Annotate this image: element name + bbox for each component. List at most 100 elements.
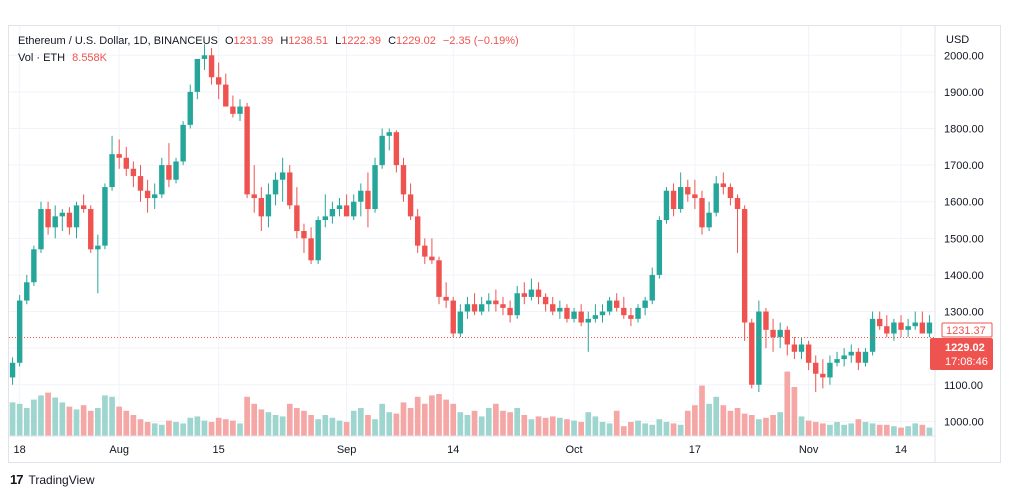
volume-bar: [379, 403, 385, 436]
volume-bar: [52, 397, 59, 436]
volume-bar: [756, 419, 762, 436]
volume-bar: [763, 417, 769, 436]
volume-bar: [187, 417, 194, 436]
volume-bar: [16, 403, 23, 436]
candle-body: [372, 165, 378, 210]
volume-bar: [521, 415, 528, 436]
volume-bar: [514, 408, 521, 436]
volume-bar: [741, 413, 748, 436]
candle-body: [862, 351, 869, 363]
volume-bar: [720, 405, 727, 436]
candle-body: [756, 311, 762, 385]
candle-body: [31, 249, 37, 283]
volume-bar: [109, 396, 115, 436]
volume-bar: [784, 371, 791, 436]
candle-body: [80, 205, 87, 210]
volume-bar: [812, 422, 819, 436]
candle-body: [351, 201, 357, 217]
candle-body: [628, 315, 634, 319]
countdown-timer: 17:08:46: [945, 356, 988, 368]
price-tick-label: 1600.00: [944, 197, 984, 209]
candle-body: [692, 194, 698, 199]
candle-body: [230, 106, 236, 114]
tradingview-attribution[interactable]: 17 TradingView: [10, 472, 95, 487]
volume-bar: [613, 410, 620, 436]
volume-bar: [329, 417, 336, 436]
candle-body: [734, 198, 741, 210]
price-tick-label: 1700.00: [944, 160, 984, 172]
volume-bar: [301, 410, 307, 436]
candle-body: [841, 355, 847, 360]
volume-bar: [279, 416, 286, 436]
candle-body: [521, 293, 528, 297]
candle-body: [457, 311, 464, 334]
ohlc-open: O1231.39: [224, 35, 274, 47]
volume-bar: [9, 402, 16, 436]
volume-bar: [222, 419, 229, 436]
candle-body: [542, 296, 549, 305]
price-tick-label: 1000.00: [944, 416, 984, 428]
volume-label[interactable]: Vol · ETH: [18, 52, 66, 64]
candle-body: [635, 307, 641, 319]
candle-body: [621, 307, 627, 316]
volume-bar: [876, 424, 883, 436]
volume-bar: [891, 426, 897, 436]
volume-bar: [365, 415, 371, 436]
candle-body: [116, 154, 122, 158]
volume-bar: [116, 406, 123, 436]
volume-bar: [272, 415, 279, 436]
volume-bar: [819, 423, 826, 436]
candle-body: [514, 293, 520, 316]
candle-body: [365, 190, 371, 210]
volume-bar: [294, 408, 300, 436]
candle-body: [187, 91, 193, 125]
volume-bar: [151, 423, 158, 436]
volume-bar: [677, 424, 684, 436]
price-tick-label: 1900.00: [944, 87, 984, 99]
volume-bar: [642, 423, 648, 436]
volume-bar: [336, 420, 343, 436]
volume-bar: [557, 417, 563, 436]
volume-bar: [144, 422, 151, 436]
volume-bar: [777, 412, 784, 436]
candle-body: [52, 216, 58, 228]
volume-bar: [386, 412, 393, 436]
volume-bar: [706, 403, 712, 436]
ohlc-low: L1222.39: [335, 35, 382, 47]
candle-body: [180, 124, 186, 162]
candle-body: [422, 245, 428, 257]
volume-bar: [493, 403, 499, 436]
candle-body: [677, 187, 684, 210]
currency-label[interactable]: USD: [946, 34, 970, 46]
candle-body: [9, 362, 16, 378]
candle-body: [614, 300, 620, 308]
volume-bar: [549, 416, 556, 436]
volume-bar: [798, 416, 805, 436]
candle-body: [208, 55, 215, 78]
candle-body: [123, 157, 129, 169]
price-tick-label: 1400.00: [944, 270, 984, 282]
candle-body: [912, 322, 918, 327]
candle-body: [279, 172, 286, 180]
volume-bar: [158, 424, 165, 436]
volume-bar: [59, 402, 66, 436]
volume-bar: [528, 419, 535, 436]
ohlc-close: C1229.02: [388, 35, 436, 47]
volume-bar: [564, 419, 570, 436]
candle-body: [436, 260, 442, 297]
candle-body: [464, 304, 471, 312]
candle-body: [379, 135, 385, 166]
candle-body: [642, 300, 648, 308]
volume-bar: [251, 403, 258, 436]
candle-body: [507, 307, 513, 316]
last-price-tag-box: [930, 338, 993, 370]
candle-body: [201, 55, 208, 59]
price-axis[interactable]: 2000.00 1900.00 1800.00 1700.00 1600.00 1500.…: [944, 50, 984, 428]
symbol-title[interactable]: Ethereum / U.S. Dollar, 1D, BINANCEUS: [18, 35, 218, 47]
candle-body: [244, 106, 250, 195]
price-tick-label: 2000.00: [944, 50, 984, 62]
volume-bar: [73, 409, 80, 436]
volume-bar: [201, 420, 208, 436]
time-axis[interactable]: 18Aug15Sep14Oct17Nov14Dec: [14, 444, 1012, 456]
